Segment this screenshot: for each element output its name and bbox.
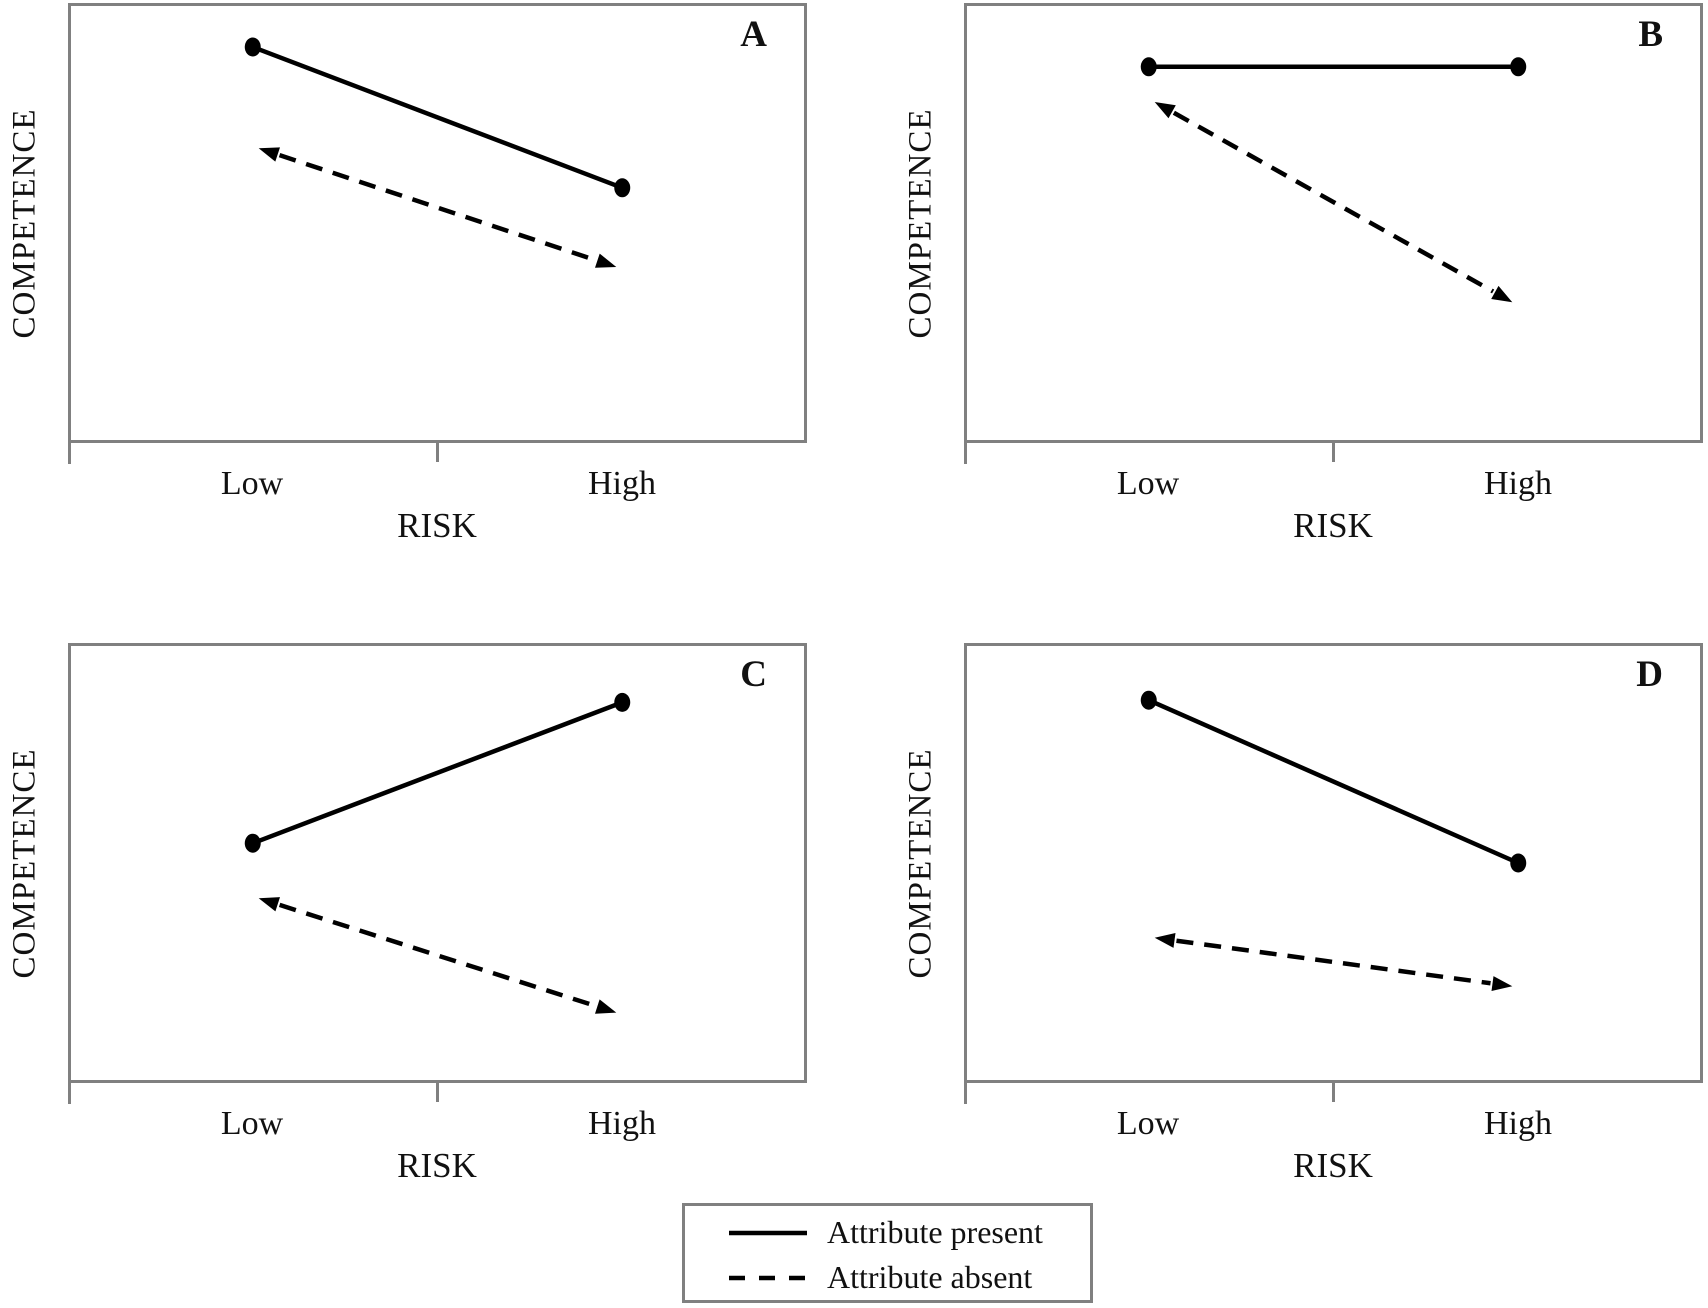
panel-letter: A: [740, 14, 767, 55]
legend-item-absent: Attribute absent: [729, 1255, 1090, 1300]
plot-area: [964, 3, 1703, 464]
arrowhead: [595, 999, 617, 1014]
panel-c: COMPETENCE C Low High RISK: [7, 643, 807, 1185]
x-axis-title: RISK: [397, 1146, 477, 1185]
x-tick-label-high: High: [1484, 465, 1552, 502]
x-tick-label-low: Low: [1116, 465, 1180, 502]
data-point-dot: [1140, 57, 1157, 77]
x-axis-title: RISK: [1293, 506, 1373, 545]
data-point-dot: [244, 37, 261, 57]
x-tick-label-high: High: [1484, 1105, 1552, 1142]
y-axis-title-text: COMPETENCE: [6, 107, 43, 339]
plot-frame: [68, 3, 807, 443]
y-axis-title: COMPETENCE: [898, 643, 944, 1083]
solid-line: [251, 44, 624, 190]
plot-frame: [68, 643, 807, 1083]
arrowhead: [1154, 102, 1176, 119]
plot-area: [964, 643, 1703, 1104]
x-tick-label-low: Low: [220, 1105, 284, 1142]
dashed-line: [1172, 110, 1495, 294]
panel-d: COMPETENCE D Low High RISK: [903, 643, 1703, 1185]
solid-line-sample: [729, 1230, 807, 1235]
y-axis-title: COMPETENCE: [898, 3, 944, 443]
x-axis-title: RISK: [1293, 1146, 1373, 1185]
arrowhead: [1154, 933, 1176, 948]
solid-line: [1147, 698, 1520, 866]
legend-item-present: Attribute present: [729, 1210, 1090, 1255]
plot-frame: [964, 643, 1703, 1083]
legend: Attribute present Attribute absent: [682, 1203, 1093, 1303]
arrowhead: [258, 147, 280, 162]
y-axis-title-text: COMPETENCE: [6, 747, 43, 979]
data-point-dot: [614, 178, 631, 198]
x-tick-label-low: Low: [220, 465, 284, 502]
y-axis-title-text: COMPETENCE: [902, 747, 939, 979]
y-axis-title: COMPETENCE: [2, 643, 48, 1083]
plot-area: [68, 3, 807, 464]
x-tick-label-low: Low: [1116, 1105, 1180, 1142]
data-point-dot: [1510, 57, 1527, 77]
y-axis-title: COMPETENCE: [2, 3, 48, 443]
arrowhead: [595, 253, 617, 268]
solid-line: [251, 700, 624, 846]
panel-a: COMPETENCE A Low High RISK: [7, 3, 807, 545]
arrowhead: [1491, 285, 1513, 303]
panel-b: COMPETENCE B Low High RISK: [903, 3, 1703, 545]
x-axis-title: RISK: [397, 506, 477, 545]
plot-frame: [964, 3, 1703, 443]
legend-label: Attribute absent: [827, 1259, 1033, 1295]
dashed-line: [278, 152, 597, 263]
dashed-line: [1176, 938, 1491, 986]
panel-letter: D: [1636, 654, 1663, 695]
y-axis-title-text: COMPETENCE: [902, 107, 939, 339]
arrowhead: [258, 897, 280, 912]
legend-label: Attribute present: [827, 1214, 1043, 1250]
data-point-dot: [1140, 690, 1157, 710]
arrowhead: [1491, 976, 1513, 991]
plot-area: [68, 643, 807, 1104]
dashed-line-sample: [729, 1275, 807, 1280]
data-point-dot: [1510, 853, 1527, 873]
panel-letter: B: [1638, 14, 1663, 55]
dashed-line: [278, 902, 597, 1009]
x-tick-label-high: High: [588, 465, 656, 502]
x-tick-label-high: High: [588, 1105, 656, 1142]
data-point-dot: [614, 692, 631, 712]
panel-letter: C: [740, 654, 767, 695]
data-point-dot: [244, 833, 261, 853]
